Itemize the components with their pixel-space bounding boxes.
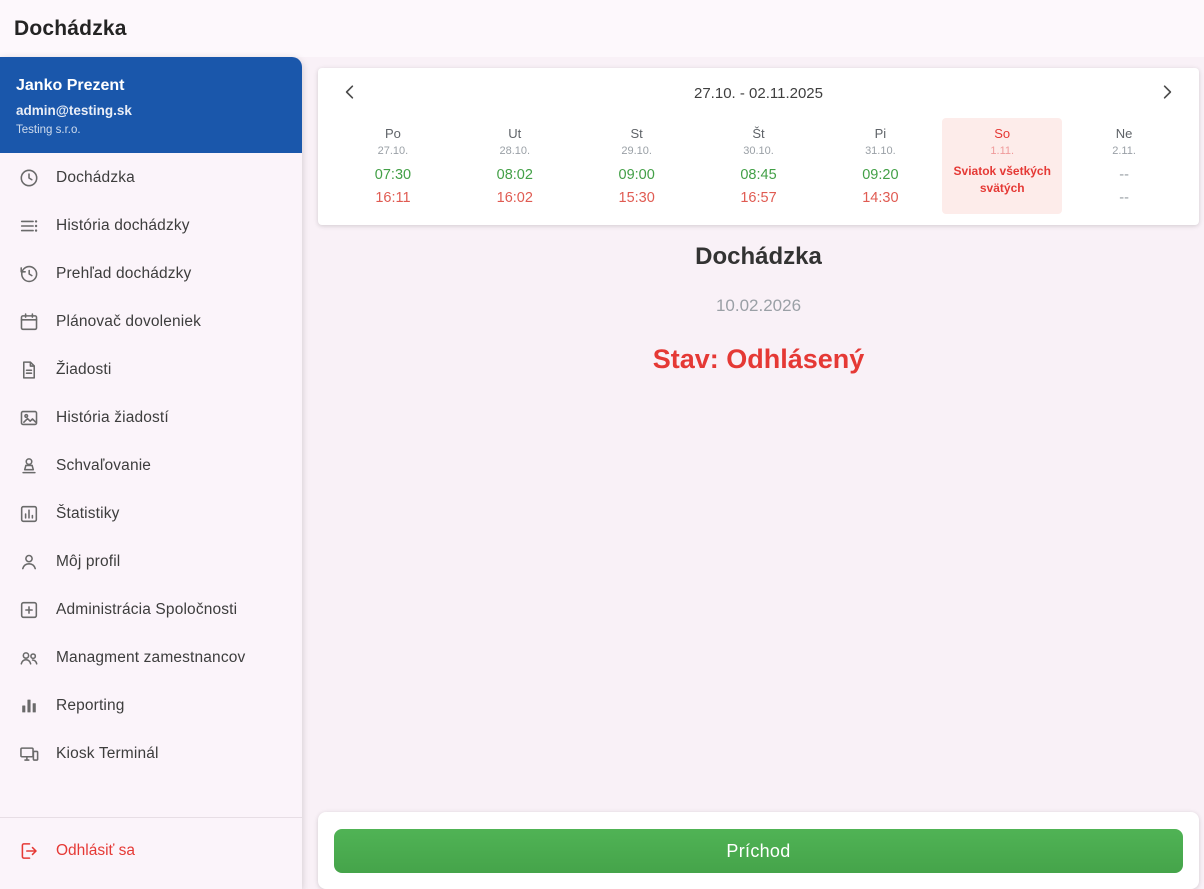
sidebar-item-label: Žiadosti bbox=[56, 361, 112, 378]
arrival-time: 08:02 bbox=[496, 167, 533, 183]
day-name: St bbox=[630, 126, 643, 141]
departure-time: 14:30 bbox=[862, 190, 899, 206]
sidebar-item-managment-zamestnancov[interactable]: Managment zamestnancov bbox=[0, 634, 302, 682]
sidebar-item-kiosk-terminal[interactable]: Kiosk Terminál bbox=[0, 730, 302, 778]
admin-icon bbox=[17, 598, 41, 622]
page-title: Dochádzka bbox=[695, 243, 822, 270]
sidebar-item-reporting[interactable]: Reporting bbox=[0, 682, 302, 730]
departure-time: -- bbox=[1119, 190, 1129, 206]
sidebar-item-historia-dochadzky[interactable]: História dochádzky bbox=[0, 202, 302, 250]
image-icon bbox=[17, 406, 41, 430]
stamp-icon bbox=[17, 454, 41, 478]
day-date: 31.10. bbox=[865, 145, 896, 157]
day-name: Po bbox=[384, 126, 401, 141]
sidebar-item-label: Štatistiky bbox=[56, 505, 120, 522]
sidebar-item-label: Administrácia Spoločnosti bbox=[56, 601, 238, 618]
sidebar-menu: Dochádzka História dochádzky Prehľad doc… bbox=[0, 153, 302, 817]
day-date: 1.11. bbox=[990, 145, 1015, 157]
departure-time: 16:57 bbox=[740, 190, 777, 206]
user-email: admin@testing.sk bbox=[16, 103, 132, 118]
people-icon bbox=[17, 646, 41, 670]
arrival-button[interactable]: Príchod bbox=[334, 829, 1183, 873]
sidebar: Janko Prezent admin@testing.sk Testing s… bbox=[0, 57, 302, 889]
day-column-tuesday[interactable]: Ut 28.10. 08:02 16:02 bbox=[455, 118, 575, 214]
sidebar-item-label: História dochádzky bbox=[56, 217, 190, 234]
day-date: 29.10. bbox=[621, 145, 652, 157]
day-date: 2.11. bbox=[1112, 145, 1136, 157]
day-column-saturday-holiday[interactable]: So 1.11. Sviatok všetkých svätých bbox=[942, 118, 1063, 214]
sidebar-item-label: Prehľad dochádzky bbox=[56, 265, 192, 282]
day-name: Št bbox=[752, 126, 765, 141]
chart-icon bbox=[17, 502, 41, 526]
topbar: Dochádzka bbox=[0, 0, 1204, 57]
person-icon bbox=[17, 550, 41, 574]
day-date: 28.10. bbox=[499, 145, 531, 157]
sidebar-item-historia-ziadosti[interactable]: História žiadostí bbox=[0, 394, 302, 442]
sidebar-item-statistiky[interactable]: Štatistiky bbox=[0, 490, 302, 538]
clock-icon bbox=[17, 166, 41, 190]
sidebar-item-label: Schvaľovanie bbox=[56, 457, 152, 474]
status-text: Stav: Odhlásený bbox=[652, 344, 865, 374]
user-name: Janko Prezent bbox=[16, 77, 125, 94]
list-icon bbox=[17, 214, 41, 238]
sidebar-item-label: Plánovač dovoleniek bbox=[56, 313, 202, 330]
week-calendar-card: 27.10. - 02.11.2025 Po 27.10. 07:30 16:1… bbox=[318, 68, 1199, 225]
next-week-button[interactable] bbox=[1149, 76, 1185, 112]
app-title: Dochádzka bbox=[14, 16, 127, 40]
sidebar-item-label: Reporting bbox=[56, 697, 125, 714]
user-info-panel: Janko Prezent admin@testing.sk Testing s… bbox=[0, 57, 302, 153]
sidebar-item-label: História žiadostí bbox=[56, 409, 169, 426]
sidebar-item-planovac-dovoleniek[interactable]: Plánovač dovoleniek bbox=[0, 298, 302, 346]
sidebar-item-label: Managment zamestnancov bbox=[56, 649, 246, 666]
sidebar-item-label: Kiosk Terminál bbox=[56, 745, 159, 762]
devices-icon bbox=[17, 742, 41, 766]
day-name: Ut bbox=[508, 126, 522, 141]
arrival-time: 07:30 bbox=[374, 167, 412, 183]
sidebar-item-label: Dochádzka bbox=[56, 169, 135, 186]
day-column-friday[interactable]: Pi 31.10. 09:20 14:30 bbox=[820, 118, 940, 214]
sidebar-item-dochadzka[interactable]: Dochádzka bbox=[0, 154, 302, 202]
chevron-left-icon bbox=[338, 80, 362, 109]
arrival-time: -- bbox=[1119, 167, 1129, 183]
bar-chart-icon bbox=[17, 694, 41, 718]
sidebar-item-schvalovanie[interactable]: Schvaľovanie bbox=[0, 442, 302, 490]
day-name: Pi bbox=[874, 126, 887, 141]
previous-week-button[interactable] bbox=[332, 76, 368, 112]
day-date: 27.10. bbox=[377, 145, 409, 157]
sidebar-item-prehlad-dochadzky[interactable]: Prehľad dochádzky bbox=[0, 250, 302, 298]
arrival-time: 09:00 bbox=[618, 167, 655, 183]
day-column-thursday[interactable]: Št 30.10. 08:45 16:57 bbox=[699, 118, 819, 214]
sidebar-item-label: Môj profil bbox=[56, 553, 121, 570]
week-calendar-header: 27.10. - 02.11.2025 bbox=[318, 68, 1199, 118]
history-icon bbox=[17, 262, 41, 286]
sidebar-item-moj-profil[interactable]: Môj profil bbox=[0, 538, 302, 586]
document-icon bbox=[17, 358, 41, 382]
arrival-time: 08:45 bbox=[740, 167, 777, 183]
logout-button[interactable]: Odhlásiť sa bbox=[0, 827, 302, 875]
action-card: Príchod bbox=[318, 812, 1199, 889]
departure-time: 16:02 bbox=[496, 190, 533, 206]
user-company: Testing s.r.o. bbox=[16, 124, 81, 136]
week-range-label: 27.10. - 02.11.2025 bbox=[694, 84, 823, 102]
sidebar-footer: Odhlásiť sa bbox=[0, 817, 302, 889]
day-name: So bbox=[994, 126, 1011, 141]
day-date: 30.10. bbox=[743, 145, 774, 157]
sidebar-item-ziadosti[interactable]: Žiadosti bbox=[0, 346, 302, 394]
chevron-right-icon bbox=[1155, 80, 1179, 109]
day-column-wednesday[interactable]: St 29.10. 09:00 15:30 bbox=[577, 118, 697, 214]
logout-icon bbox=[17, 839, 41, 863]
departure-time: 15:30 bbox=[618, 190, 655, 206]
sidebar-item-administracia[interactable]: Administrácia Spoločnosti bbox=[0, 586, 302, 634]
week-days-row: Po 27.10. 07:30 16:11 Ut 28.10. 08:02 16… bbox=[318, 118, 1199, 214]
logout-label: Odhlásiť sa bbox=[56, 842, 136, 859]
departure-time: 16:11 bbox=[375, 190, 411, 206]
current-date: 10.02.2026 bbox=[715, 296, 802, 315]
calendar-icon bbox=[17, 310, 41, 334]
arrival-time: 09:20 bbox=[862, 167, 899, 183]
holiday-label: Sviatok všetkých svätých bbox=[953, 164, 1051, 195]
day-column-sunday[interactable]: Ne 2.11. -- -- bbox=[1064, 118, 1184, 214]
day-column-monday[interactable]: Po 27.10. 07:30 16:11 bbox=[333, 118, 453, 214]
day-name: Ne bbox=[1115, 126, 1133, 141]
